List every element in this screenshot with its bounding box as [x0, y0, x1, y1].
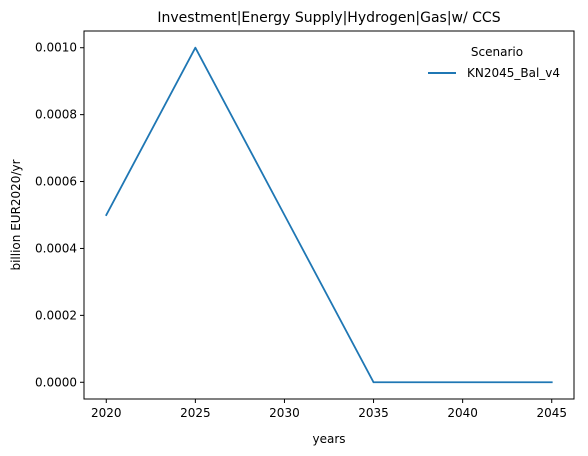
legend-title: Scenario: [471, 45, 523, 59]
x-tick-label: 2035: [358, 406, 389, 420]
plot-background: [84, 31, 574, 399]
y-tick-label: 0.0008: [35, 108, 77, 122]
series-line: [105, 46, 553, 384]
y-axis-label: billion EUR2020/yr: [9, 159, 23, 270]
x-tick-label: 2040: [447, 406, 478, 420]
y-tick-label: 0.0002: [35, 308, 77, 322]
x-axis-label: years: [312, 432, 345, 446]
legend: Scenario KN2045_Bal_v4: [428, 45, 560, 80]
chart-title: Investment|Energy Supply|Hydrogen|Gas|w/…: [157, 10, 500, 26]
y-tick-label: 0.0000: [35, 375, 77, 389]
legend-label: KN2045_Bal_v4: [467, 66, 560, 80]
x-axis-ticks: 2020 2025 2030 2035 2040 2045: [91, 399, 567, 420]
y-tick-label: 0.0006: [35, 175, 77, 189]
x-tick-label: 2030: [269, 406, 300, 420]
x-tick-label: 2045: [536, 406, 567, 420]
x-tick-label: 2020: [91, 406, 122, 420]
x-tick-label: 2025: [180, 406, 211, 420]
series-layer: [105, 46, 553, 384]
y-axis-ticks: 0.0000 0.0002 0.0004 0.0006 0.0008 0.0010: [35, 41, 84, 389]
y-tick-label: 0.0004: [35, 241, 77, 255]
plot-frame: [83, 30, 575, 400]
y-tick-label: 0.0010: [35, 41, 77, 55]
